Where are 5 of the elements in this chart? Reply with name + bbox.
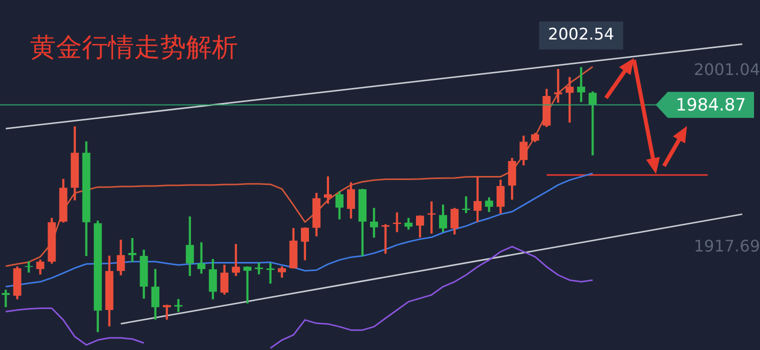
y-tick-label: 1917.69: [694, 236, 760, 256]
annotation: 2002.54: [548, 24, 614, 44]
text: 黄金行情走势解析: [30, 32, 238, 65]
y-tick-label: 2001.04: [694, 60, 760, 79]
ref-line-label: 1984.87: [676, 95, 746, 116]
